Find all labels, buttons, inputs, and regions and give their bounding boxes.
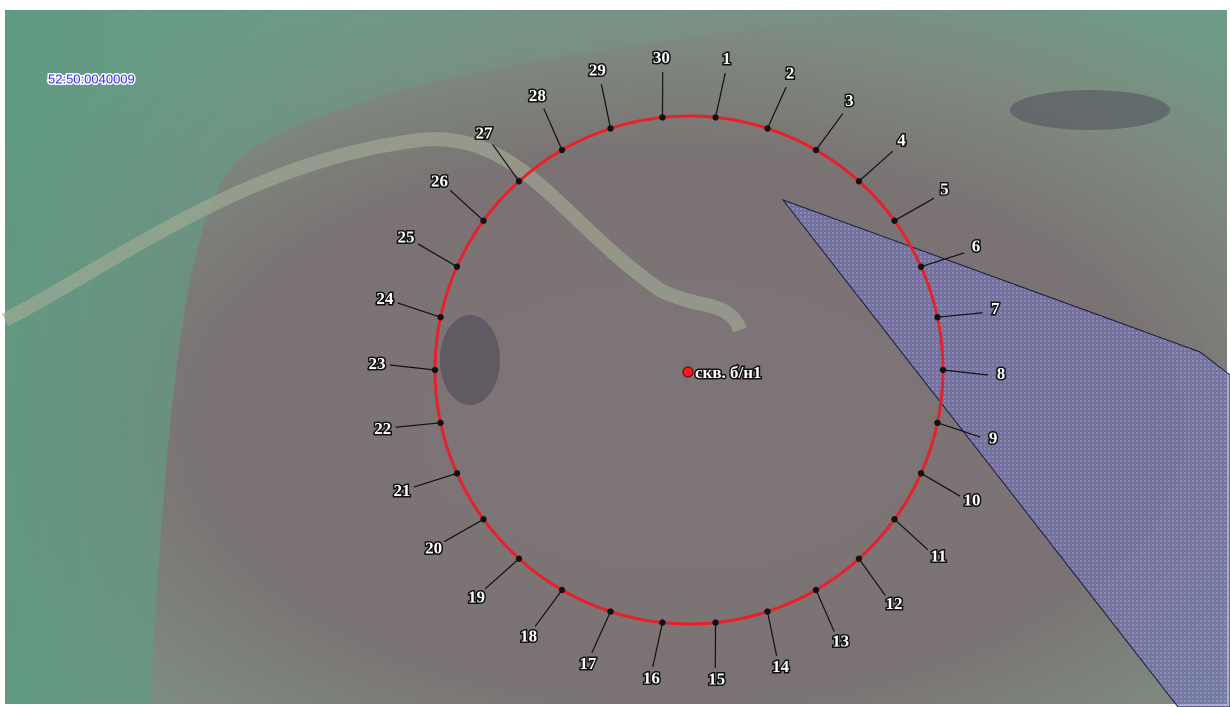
vertex	[453, 263, 461, 270]
leader-line	[591, 611, 612, 654]
vertex-label: 9	[989, 429, 998, 448]
shadow	[1010, 90, 1170, 130]
vertex-label: 6	[972, 237, 981, 256]
leader-line	[534, 589, 563, 627]
well-label: скв. б/н1	[695, 363, 762, 382]
leader-line	[858, 558, 886, 596]
vertex-label: 30	[653, 48, 670, 67]
vertex-label: 1	[722, 49, 731, 68]
leader-line	[815, 589, 835, 632]
vertex	[812, 586, 820, 594]
vertex-label: 14	[772, 657, 790, 676]
leader-line	[920, 472, 961, 497]
well-marker	[682, 366, 694, 378]
vertex-label: 2	[786, 64, 795, 83]
vertex-label: 13	[832, 632, 849, 651]
shadow	[440, 315, 500, 405]
vertex	[712, 619, 719, 626]
vertex	[558, 146, 566, 154]
leader-line	[389, 364, 436, 371]
vertex	[515, 555, 523, 562]
vertex	[855, 178, 863, 185]
vertex	[453, 470, 461, 477]
vertex	[917, 470, 925, 477]
leader-line	[937, 312, 983, 318]
vertex-label: 27	[475, 124, 493, 143]
leader-line	[942, 369, 989, 376]
parcel-label: 52:50:0040009	[48, 71, 135, 86]
leader-line	[395, 422, 441, 428]
vertex-label: 3	[845, 91, 854, 110]
vertex-label: 4	[897, 130, 906, 149]
vertex-label: 17	[579, 654, 597, 673]
leader-line	[766, 611, 778, 657]
track	[1, 132, 747, 333]
vertex	[480, 217, 487, 224]
leader-line	[920, 252, 965, 268]
leader-line	[714, 73, 726, 118]
leader-line	[543, 108, 563, 151]
leader-line	[858, 150, 894, 182]
leader-line	[937, 422, 981, 438]
vertex-label: 16	[643, 669, 660, 688]
leader-line	[894, 197, 935, 222]
leader-line	[600, 83, 612, 129]
vertex	[891, 516, 898, 523]
leader-line	[652, 622, 664, 667]
leader-line	[449, 189, 484, 222]
leader-line	[894, 518, 929, 551]
vertex-label: 15	[708, 670, 725, 689]
leader-line	[443, 518, 484, 543]
leader-line	[766, 86, 787, 129]
vertex-label: 18	[520, 627, 537, 646]
vertex-label: 10	[963, 490, 980, 509]
vertex-label: 19	[468, 587, 485, 606]
vertex-label: 25	[398, 227, 415, 246]
vertex	[917, 263, 925, 270]
vertex-label: 22	[374, 419, 391, 438]
vertex-label: 26	[431, 171, 448, 190]
vertex	[515, 178, 523, 185]
vertex	[431, 366, 439, 374]
vertex-label: 8	[997, 364, 1006, 383]
points: 1234567891011121314151617181920212223242…	[367, 47, 1007, 691]
leader-line	[413, 472, 458, 488]
vertex	[437, 313, 444, 321]
vertex-label: 11	[930, 546, 946, 565]
vertex	[607, 125, 614, 132]
vertex	[855, 555, 863, 562]
leader-line	[492, 144, 520, 182]
vertex	[659, 114, 666, 121]
vertex	[712, 114, 719, 121]
vertex-label: 7	[991, 299, 1000, 318]
vertex	[607, 608, 614, 615]
vertex	[480, 516, 487, 523]
vertex-label: 20	[425, 538, 442, 557]
vertex-label: 21	[393, 481, 410, 500]
zone-polygon	[781, 198, 1230, 707]
leader-line	[484, 558, 520, 590]
vertex-label: 29	[589, 61, 606, 80]
vertex	[812, 146, 820, 154]
leader-line	[815, 113, 844, 151]
vertex	[437, 419, 444, 427]
vertex-label: 28	[529, 86, 546, 105]
vertex	[891, 217, 898, 224]
leader-line	[397, 302, 441, 318]
vertex	[764, 608, 771, 615]
vertex-label: 23	[369, 354, 386, 373]
vertex	[558, 586, 566, 594]
vertex-label: 24	[376, 289, 394, 308]
vertex	[764, 125, 771, 132]
vertex	[939, 366, 947, 374]
leader-line	[417, 243, 458, 268]
vertex	[934, 313, 941, 321]
vertex-label: 5	[940, 180, 949, 199]
vertex	[934, 419, 941, 427]
vertex	[659, 619, 666, 626]
vertex-label: 12	[886, 594, 903, 613]
grass	[5, 10, 900, 704]
